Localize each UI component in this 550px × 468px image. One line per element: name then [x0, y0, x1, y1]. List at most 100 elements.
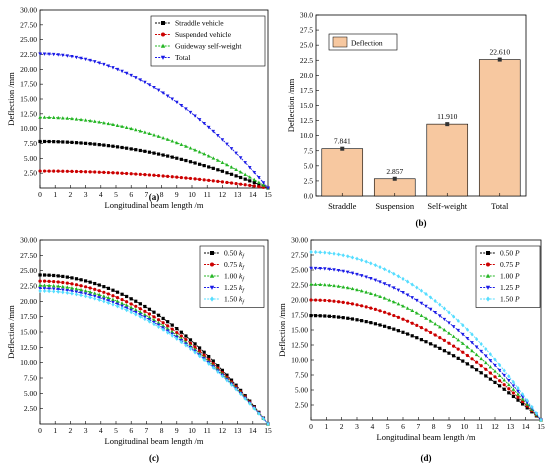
y-tick-label: 30.00 [291, 236, 308, 245]
series-point [364, 320, 368, 324]
series-point [129, 73, 133, 78]
x-tick-label: 12 [219, 426, 227, 435]
series-point [102, 290, 106, 294]
series-point [229, 165, 234, 169]
x-tick-label: 0 [38, 426, 42, 435]
series-point [51, 287, 56, 291]
series-point [261, 416, 266, 421]
series-point [70, 276, 74, 280]
series-point [364, 275, 368, 279]
series-point [396, 329, 400, 333]
series-point [396, 315, 400, 319]
series-point [507, 374, 511, 379]
series-point [433, 298, 437, 304]
series-point [202, 121, 206, 126]
series-point [88, 170, 92, 174]
series-point [134, 127, 138, 132]
series-point [225, 373, 229, 377]
series-point [125, 300, 129, 304]
series-point [61, 169, 65, 173]
series-point [74, 290, 79, 294]
series-point [198, 349, 202, 353]
series-point [74, 277, 79, 281]
x-tick-label: 14 [522, 422, 530, 431]
series-point [93, 296, 97, 301]
x-tick-label: 15 [537, 422, 545, 431]
series-point [152, 133, 156, 137]
y-tick-label: 15.00 [20, 95, 37, 104]
series-point [442, 338, 446, 342]
x-tick-label: 11 [204, 190, 211, 199]
series-point [220, 138, 225, 142]
series-point [493, 375, 497, 379]
series-point [498, 379, 502, 383]
series-point [433, 333, 437, 337]
series-point [373, 307, 377, 312]
series-point [438, 336, 442, 340]
series-point [261, 183, 266, 187]
series-point [410, 308, 414, 313]
series-point [70, 289, 74, 294]
series-point [465, 362, 469, 366]
series-point [318, 282, 322, 286]
series-point [184, 158, 188, 163]
series-point [138, 172, 142, 176]
series-point [332, 315, 336, 319]
series-point [243, 396, 247, 401]
series-point [102, 120, 106, 125]
series-point [188, 341, 193, 345]
series-point [525, 406, 529, 410]
panel-label: (b) [416, 218, 427, 228]
series-point [42, 279, 47, 283]
series-point [479, 341, 483, 347]
series-point [387, 312, 391, 316]
series-point [188, 146, 193, 150]
series-point [346, 316, 350, 320]
series-point [401, 330, 405, 334]
x-tick-label: 0 [309, 422, 313, 431]
legend-label: Guideway self-weight [175, 42, 242, 51]
series-0 [38, 139, 270, 190]
series-point [134, 307, 138, 312]
series-point [438, 314, 442, 318]
series-point [115, 171, 120, 175]
series-point [475, 368, 479, 372]
series-point [156, 324, 161, 329]
series-point [502, 373, 506, 378]
legend-marker [160, 43, 166, 48]
series-point [65, 140, 69, 144]
series-point [184, 334, 188, 338]
series-point [106, 300, 110, 305]
series-point [102, 62, 106, 67]
series-point [521, 402, 525, 406]
series-point [318, 267, 322, 271]
y-tick-label: 5.0 [304, 161, 314, 170]
series-point [539, 417, 543, 423]
series-point [206, 154, 211, 158]
series-point [111, 302, 115, 307]
series-point [106, 121, 111, 126]
series-point [47, 139, 51, 144]
series-point [401, 317, 405, 321]
series-point [38, 115, 42, 119]
series-point [447, 331, 451, 335]
series-point [93, 170, 97, 174]
x-tick-label: 13 [507, 422, 515, 431]
series-point [79, 291, 83, 295]
series-point [193, 350, 197, 355]
series-point [261, 181, 266, 185]
series-point [93, 142, 97, 146]
series-point [138, 307, 142, 311]
series-point [188, 346, 193, 351]
series-point [424, 316, 428, 320]
series-point [238, 170, 243, 174]
series-point [442, 306, 446, 311]
series-point [124, 125, 129, 129]
legend-label: 1.00 P [500, 272, 520, 281]
chart-a: 0 1 2 3 4 5 6 7 8 9 10 11 12 13 14 152.505.007.5010.001… [6, 6, 272, 211]
series-point [248, 179, 252, 183]
series-point [193, 342, 197, 346]
y-tick-label: 7.50 [24, 374, 37, 383]
y-tick-label: 12.50 [291, 341, 308, 350]
series-point [410, 282, 414, 287]
